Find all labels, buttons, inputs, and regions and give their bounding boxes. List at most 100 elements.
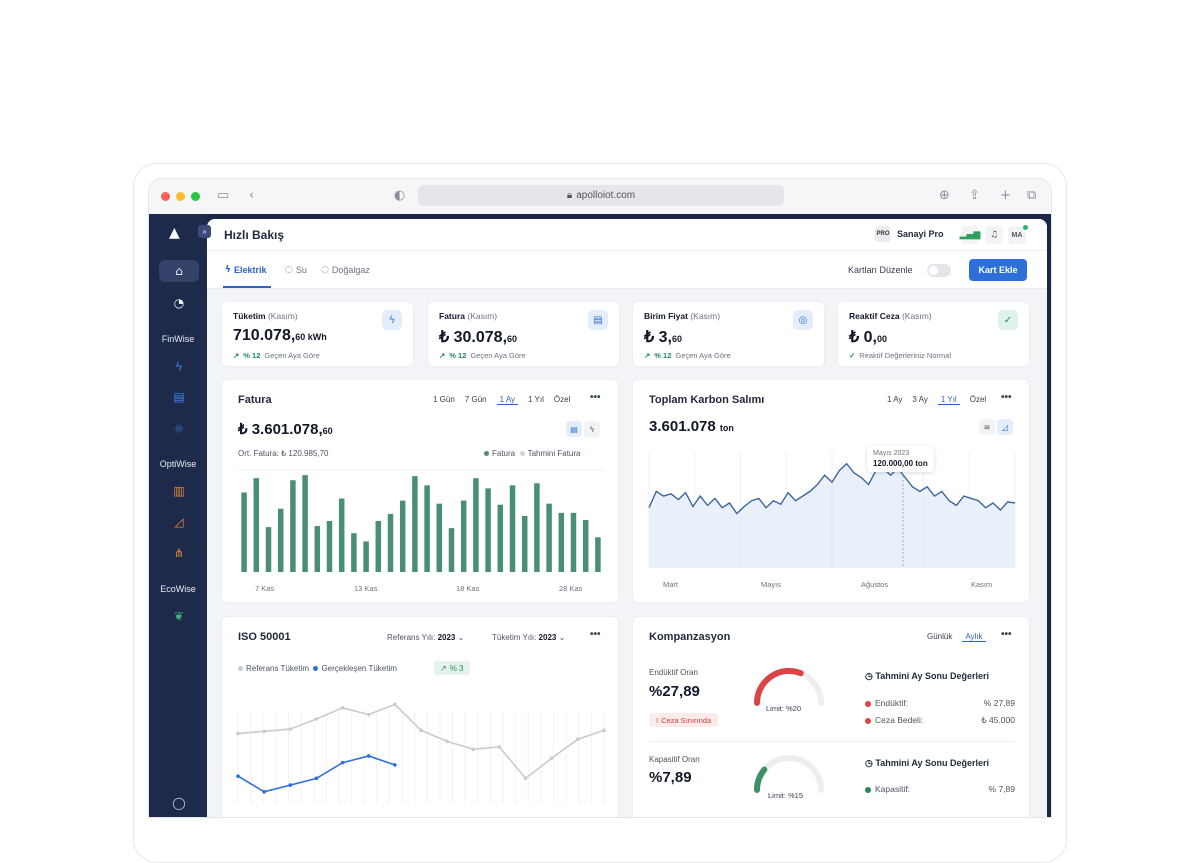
check-circle-icon: ✓ [849, 351, 856, 360]
add-card-button[interactable]: Kart Ekle [969, 259, 1027, 281]
clock-icon: ◷ [865, 758, 873, 768]
share-icon[interactable]: ⇪ [969, 188, 980, 203]
header: Hızlı Bakış PRO Sanayi Pro ▂▄▆ ♫ MA [207, 219, 1047, 251]
avatar[interactable]: MA [1008, 226, 1026, 244]
layers-view-button[interactable]: ≋ [979, 419, 995, 435]
logo-icon[interactable]: ▲ [169, 225, 180, 241]
download-icon[interactable]: ⊕ [939, 188, 950, 203]
bar [326, 521, 333, 572]
bell-icon: ♫ [989, 230, 999, 240]
bar [521, 515, 528, 572]
area-chart-icon: ◿ [174, 515, 184, 529]
kpi-card-unit-price[interactable]: Birim Fiyat (Kasım) ◎ ₺ 3,60 ↗% 12 Geçen … [632, 301, 825, 367]
tab-dogalgaz[interactable]: ◌ Doğalgaz [321, 265, 370, 275]
data-point [576, 737, 580, 741]
bolt-view-button[interactable]: ϟ [584, 421, 600, 437]
leaf-icon: ❦ [173, 609, 185, 623]
sidebar-item-area-chart[interactable]: ◿ [159, 511, 199, 533]
online-indicator [1023, 225, 1028, 230]
bar [265, 527, 272, 572]
receipt-icon: ▤ [588, 310, 608, 330]
sidebar-item-overview[interactable]: ◔ [159, 292, 199, 314]
card-title: ISO 50001 [238, 631, 291, 643]
kpi-card-reactive-penalty[interactable]: Reaktif Ceza (Kasım) ✓ ₺ 0,00 ✓ Reaktif D… [837, 301, 1030, 367]
mode-aylik[interactable]: Aylık [962, 632, 986, 642]
bar [509, 485, 516, 572]
data-point [419, 728, 423, 732]
legend-dot-fatura [484, 451, 489, 457]
range-ozel[interactable]: Özel [553, 395, 571, 404]
x-tick-label: 18 Kas [456, 584, 480, 593]
signal-icon: ▂▄▆ [959, 230, 981, 240]
range-1-yil[interactable]: 1 Yıl [528, 395, 544, 404]
estimate-title: ◷ Tahmini Ay Sonu Değerleri [865, 671, 990, 681]
tabs-icon[interactable]: ⧉ [1027, 188, 1037, 203]
more-menu-button[interactable]: ••• [590, 392, 601, 403]
receipt-view-button[interactable]: ▤ [566, 421, 582, 437]
more-menu-button[interactable]: ••• [590, 629, 601, 640]
sidebar-item-leaf[interactable]: ❦ [159, 605, 199, 627]
close-dot[interactable] [161, 192, 170, 201]
sidebar-toggle-icon[interactable]: ▭ [217, 188, 230, 203]
plan-name: Sanayi Pro [897, 229, 944, 239]
area-view-button[interactable]: ◿ [997, 419, 1013, 435]
sidebar-item-flow[interactable]: ⋔ [159, 542, 199, 564]
sidebar-item-sun[interactable]: ☼ [159, 418, 199, 440]
sidebar-item-bar-chart[interactable]: ▥ [159, 480, 199, 502]
plan-selector[interactable]: PRO Sanayi Pro [875, 226, 944, 242]
gauge-fill [753, 766, 768, 793]
range-1-gun[interactable]: 1 Gün [433, 395, 455, 404]
collapse-sidebar-button[interactable]: » [198, 225, 211, 238]
range-1-ay[interactable]: 1 Ay [887, 395, 903, 404]
kpi-title: Fatura (Kasım) [439, 311, 498, 321]
flow-icon: ⋔ [173, 546, 185, 560]
data-point [314, 776, 319, 781]
tab-su[interactable]: ◌ Su [285, 265, 307, 275]
sidebar-item-electric[interactable]: ϟ [159, 356, 199, 378]
range-7-gun[interactable]: 7 Gün [464, 395, 487, 404]
sidebar-item-help[interactable]: ◯ [159, 792, 199, 814]
trend-up-icon: ↗ [644, 351, 651, 360]
new-tab-icon[interactable]: + [1000, 188, 1011, 203]
more-menu-button[interactable]: ••• [1001, 392, 1012, 403]
help-icon: ◯ [172, 796, 186, 810]
card-title: Fatura [238, 394, 272, 406]
edit-cards-toggle[interactable] [927, 264, 951, 277]
card-title: Toplam Karbon Salımı [649, 394, 765, 406]
range-ozel[interactable]: Özel [969, 395, 987, 404]
notifications-button[interactable]: ♫ [985, 226, 1003, 244]
capacitive-label: Kapasitif Oran [649, 755, 700, 764]
chart-legend: Referans Tüketim Gerçekleşen Tüketim [238, 664, 397, 673]
kpi-title: Birim Fiyat (Kasım) [644, 311, 721, 321]
signal-button[interactable]: ▂▄▆ [959, 226, 981, 244]
gauge-track [754, 668, 824, 706]
reference-year-select[interactable]: Referans Yılı: 2023 ⌄ [387, 633, 465, 642]
page-title: Hızlı Bakış [224, 227, 285, 242]
mode-gunluk[interactable]: Günlük [927, 632, 953, 641]
kpi-card-consumption[interactable]: Tüketim (Kasım) ϟ 710.078,60 kWh ↗% 12 Ge… [221, 301, 414, 367]
tab-elektrik[interactable]: ϟ Elektrik [225, 265, 266, 275]
maximize-dot[interactable] [191, 192, 200, 201]
consumption-year-select[interactable]: Tüketim Yılı: 2023 ⌄ [492, 633, 566, 642]
kpi-value: 710.078,60 kWh [233, 327, 327, 344]
address-bar[interactable]: 🔒︎ apolloiot.com [418, 185, 784, 206]
kpi-card-invoice[interactable]: Fatura (Kasım) ▤ ₺ 30.078,60 ↗% 12 Geçen … [427, 301, 620, 367]
range-1-yil[interactable]: 1 Yıl [937, 395, 960, 405]
range-3-ay[interactable]: 3 Ay [912, 395, 928, 404]
minimize-dot[interactable] [176, 192, 185, 201]
main-content: Hızlı Bakış PRO Sanayi Pro ▂▄▆ ♫ MA ϟ Ele… [207, 219, 1047, 817]
plan-icon: PRO [875, 226, 891, 242]
data-point [393, 702, 397, 707]
range-1-ay[interactable]: 1 Ay [496, 395, 519, 405]
data-point [314, 717, 319, 721]
back-icon[interactable]: ‹ [249, 188, 255, 203]
drop-icon: ◌ [285, 265, 293, 275]
estimate-title: ◷ Tahmini Ay Sonu Değerleri [865, 758, 990, 768]
shield-icon[interactable]: ◐ [394, 188, 406, 203]
more-menu-button[interactable]: ••• [1001, 629, 1012, 640]
inductive-value: %27,89 [649, 683, 700, 700]
data-point [393, 763, 397, 767]
sidebar-item-home[interactable]: ⌂ [159, 260, 199, 282]
average-invoice: Ort. Fatura: ₺ 120.985,70 [238, 449, 329, 458]
sidebar-item-invoice[interactable]: ▤ [159, 386, 199, 408]
